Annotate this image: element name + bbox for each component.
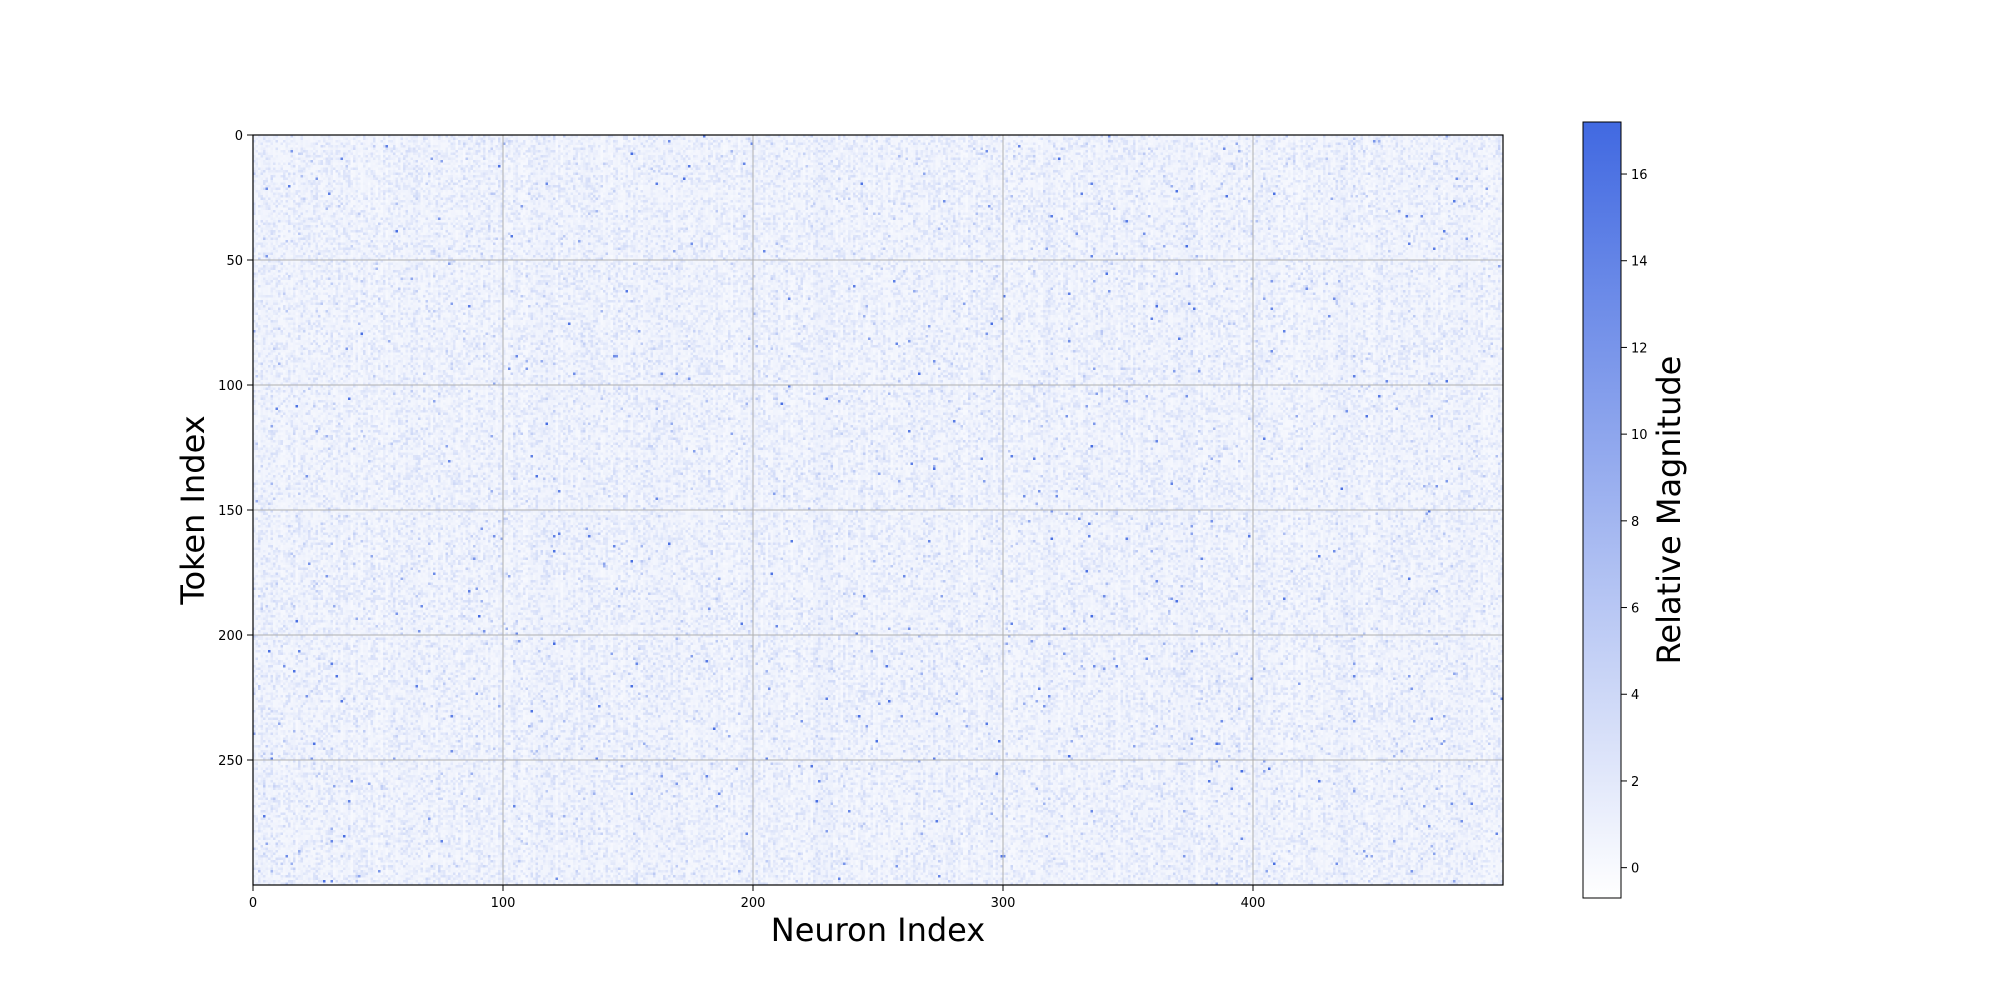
colorbar-tick-label-14: 14	[1631, 255, 1648, 270]
colorbar-tick-label-12: 12	[1631, 341, 1648, 356]
grid-lines	[252, 134, 1503, 885]
x-axis-label: Neuron Index	[771, 911, 985, 949]
colorbar-tick-label-8: 8	[1631, 515, 1639, 530]
x-axis-ticks: 0 100 200 300 400	[249, 885, 1266, 911]
y-tick-label-200: 200	[218, 629, 243, 644]
x-tick-label-0: 0	[249, 896, 257, 911]
colorbar-tick-label-2: 2	[1631, 775, 1639, 790]
colorbar-tick-label-16: 16	[1631, 168, 1648, 183]
colorbar	[1582, 121, 1622, 899]
y-tick-label-150: 150	[218, 504, 243, 519]
colorbar-tick-label-0: 0	[1631, 862, 1639, 877]
y-axis-label: Token Index	[174, 415, 212, 605]
y-tick-label-100: 100	[218, 379, 243, 394]
y-tick-label-0: 0	[235, 129, 243, 144]
y-tick-label-250: 250	[218, 754, 243, 769]
colorbar-label: Relative Magnitude	[1650, 356, 1688, 665]
y-tick-label-50: 50	[226, 254, 243, 269]
y-axis-ticks: 0 50 100 150 200 250	[218, 129, 253, 769]
x-tick-label-400: 400	[1241, 896, 1266, 911]
colorbar-tick-label-4: 4	[1631, 688, 1639, 703]
colorbar-tick-label-6: 6	[1631, 602, 1639, 617]
colorbar-ticks: 0 2 4 6 8 10 12 14 16	[1621, 168, 1648, 877]
colorbar-tick-label-10: 10	[1631, 428, 1648, 443]
x-tick-label-100: 100	[491, 896, 516, 911]
x-tick-label-200: 200	[741, 896, 766, 911]
x-tick-label-300: 300	[991, 896, 1016, 911]
